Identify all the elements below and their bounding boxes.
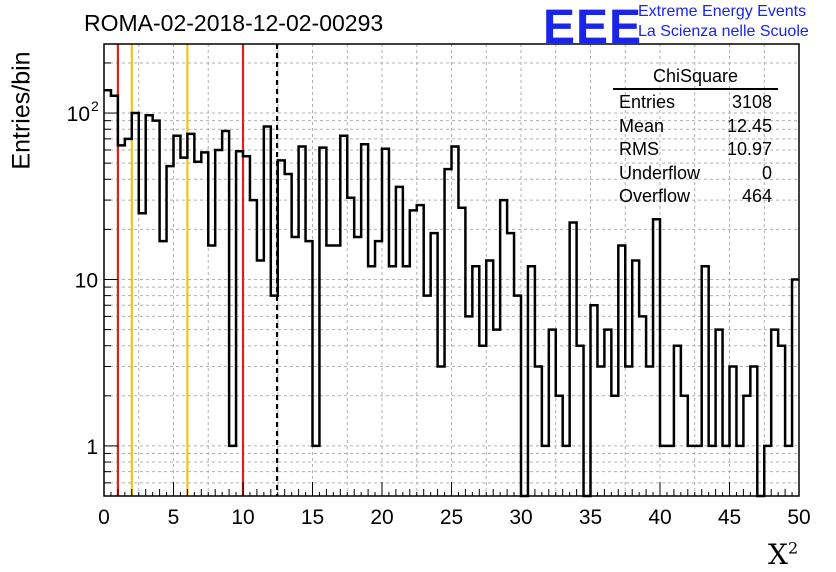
x-axis-label-base: X (768, 538, 788, 571)
stats-separator (613, 88, 778, 90)
stats-value: 0 (761, 162, 772, 183)
stats-row-mean: Mean 12.45 (613, 116, 778, 140)
x-tick-label: 20 (370, 506, 393, 529)
stats-value: 3108 (731, 92, 772, 112)
x-tick-label: 45 (718, 506, 741, 529)
stats-box: ChiSquare Entries 3108 Mean 12.45 RMS 10.97… (613, 66, 778, 210)
eee-logo: EEE (543, 1, 643, 54)
marker-lines (116, 44, 279, 496)
stats-label: Mean (619, 115, 665, 136)
y-tick-label: 1 (86, 436, 98, 459)
y-axis-label: Entries/bin (7, 51, 36, 170)
logo-caption-line1: Extreme Energy Events (638, 3, 807, 20)
stats-row-entries: Entries 3108 (613, 92, 778, 116)
stats-value: 10.97 (726, 139, 772, 159)
stats-value: 12.45 (726, 115, 772, 136)
stats-row-overflow: Overflow 464 (613, 186, 778, 210)
x-tick-label: 10 (231, 506, 254, 529)
chart-title: ROMA-02-2018-12-02-00293 (84, 10, 384, 36)
logo-caption: Extreme Energy Events La Scienza nelle S… (638, 2, 809, 42)
stats-value: 464 (741, 186, 772, 206)
y-tick-label: 10 (75, 269, 98, 292)
stats-title: ChiSquare (652, 66, 739, 86)
stats-label: Entries (619, 92, 676, 112)
x-tick-label: 30 (509, 506, 532, 529)
logo-caption-line2: La Scienza nelle Scuole (638, 23, 809, 40)
y-tick-label: 10 (67, 103, 90, 126)
x-tick-label: 25 (440, 506, 463, 529)
histogram-series (104, 89, 799, 498)
stats-label: Underflow (619, 162, 701, 183)
y-tick-label-exponent: 2 (91, 98, 99, 114)
x-axis-label: X2 (768, 538, 798, 571)
stats-row-rms: RMS 10.97 (613, 139, 778, 163)
x-tick-label: 0 (98, 506, 110, 529)
x-tick-label: 35 (579, 506, 602, 529)
x-tick-label: 5 (168, 506, 180, 529)
x-tick-label: 15 (301, 506, 324, 529)
stats-row-underflow: Underflow 0 (613, 163, 778, 187)
x-axis-label-sup: 2 (787, 538, 799, 558)
x-tick-label: 40 (648, 506, 671, 529)
x-tick-label: 50 (787, 506, 810, 529)
stats-label: RMS (619, 139, 659, 159)
stats-label: Overflow (619, 186, 691, 206)
